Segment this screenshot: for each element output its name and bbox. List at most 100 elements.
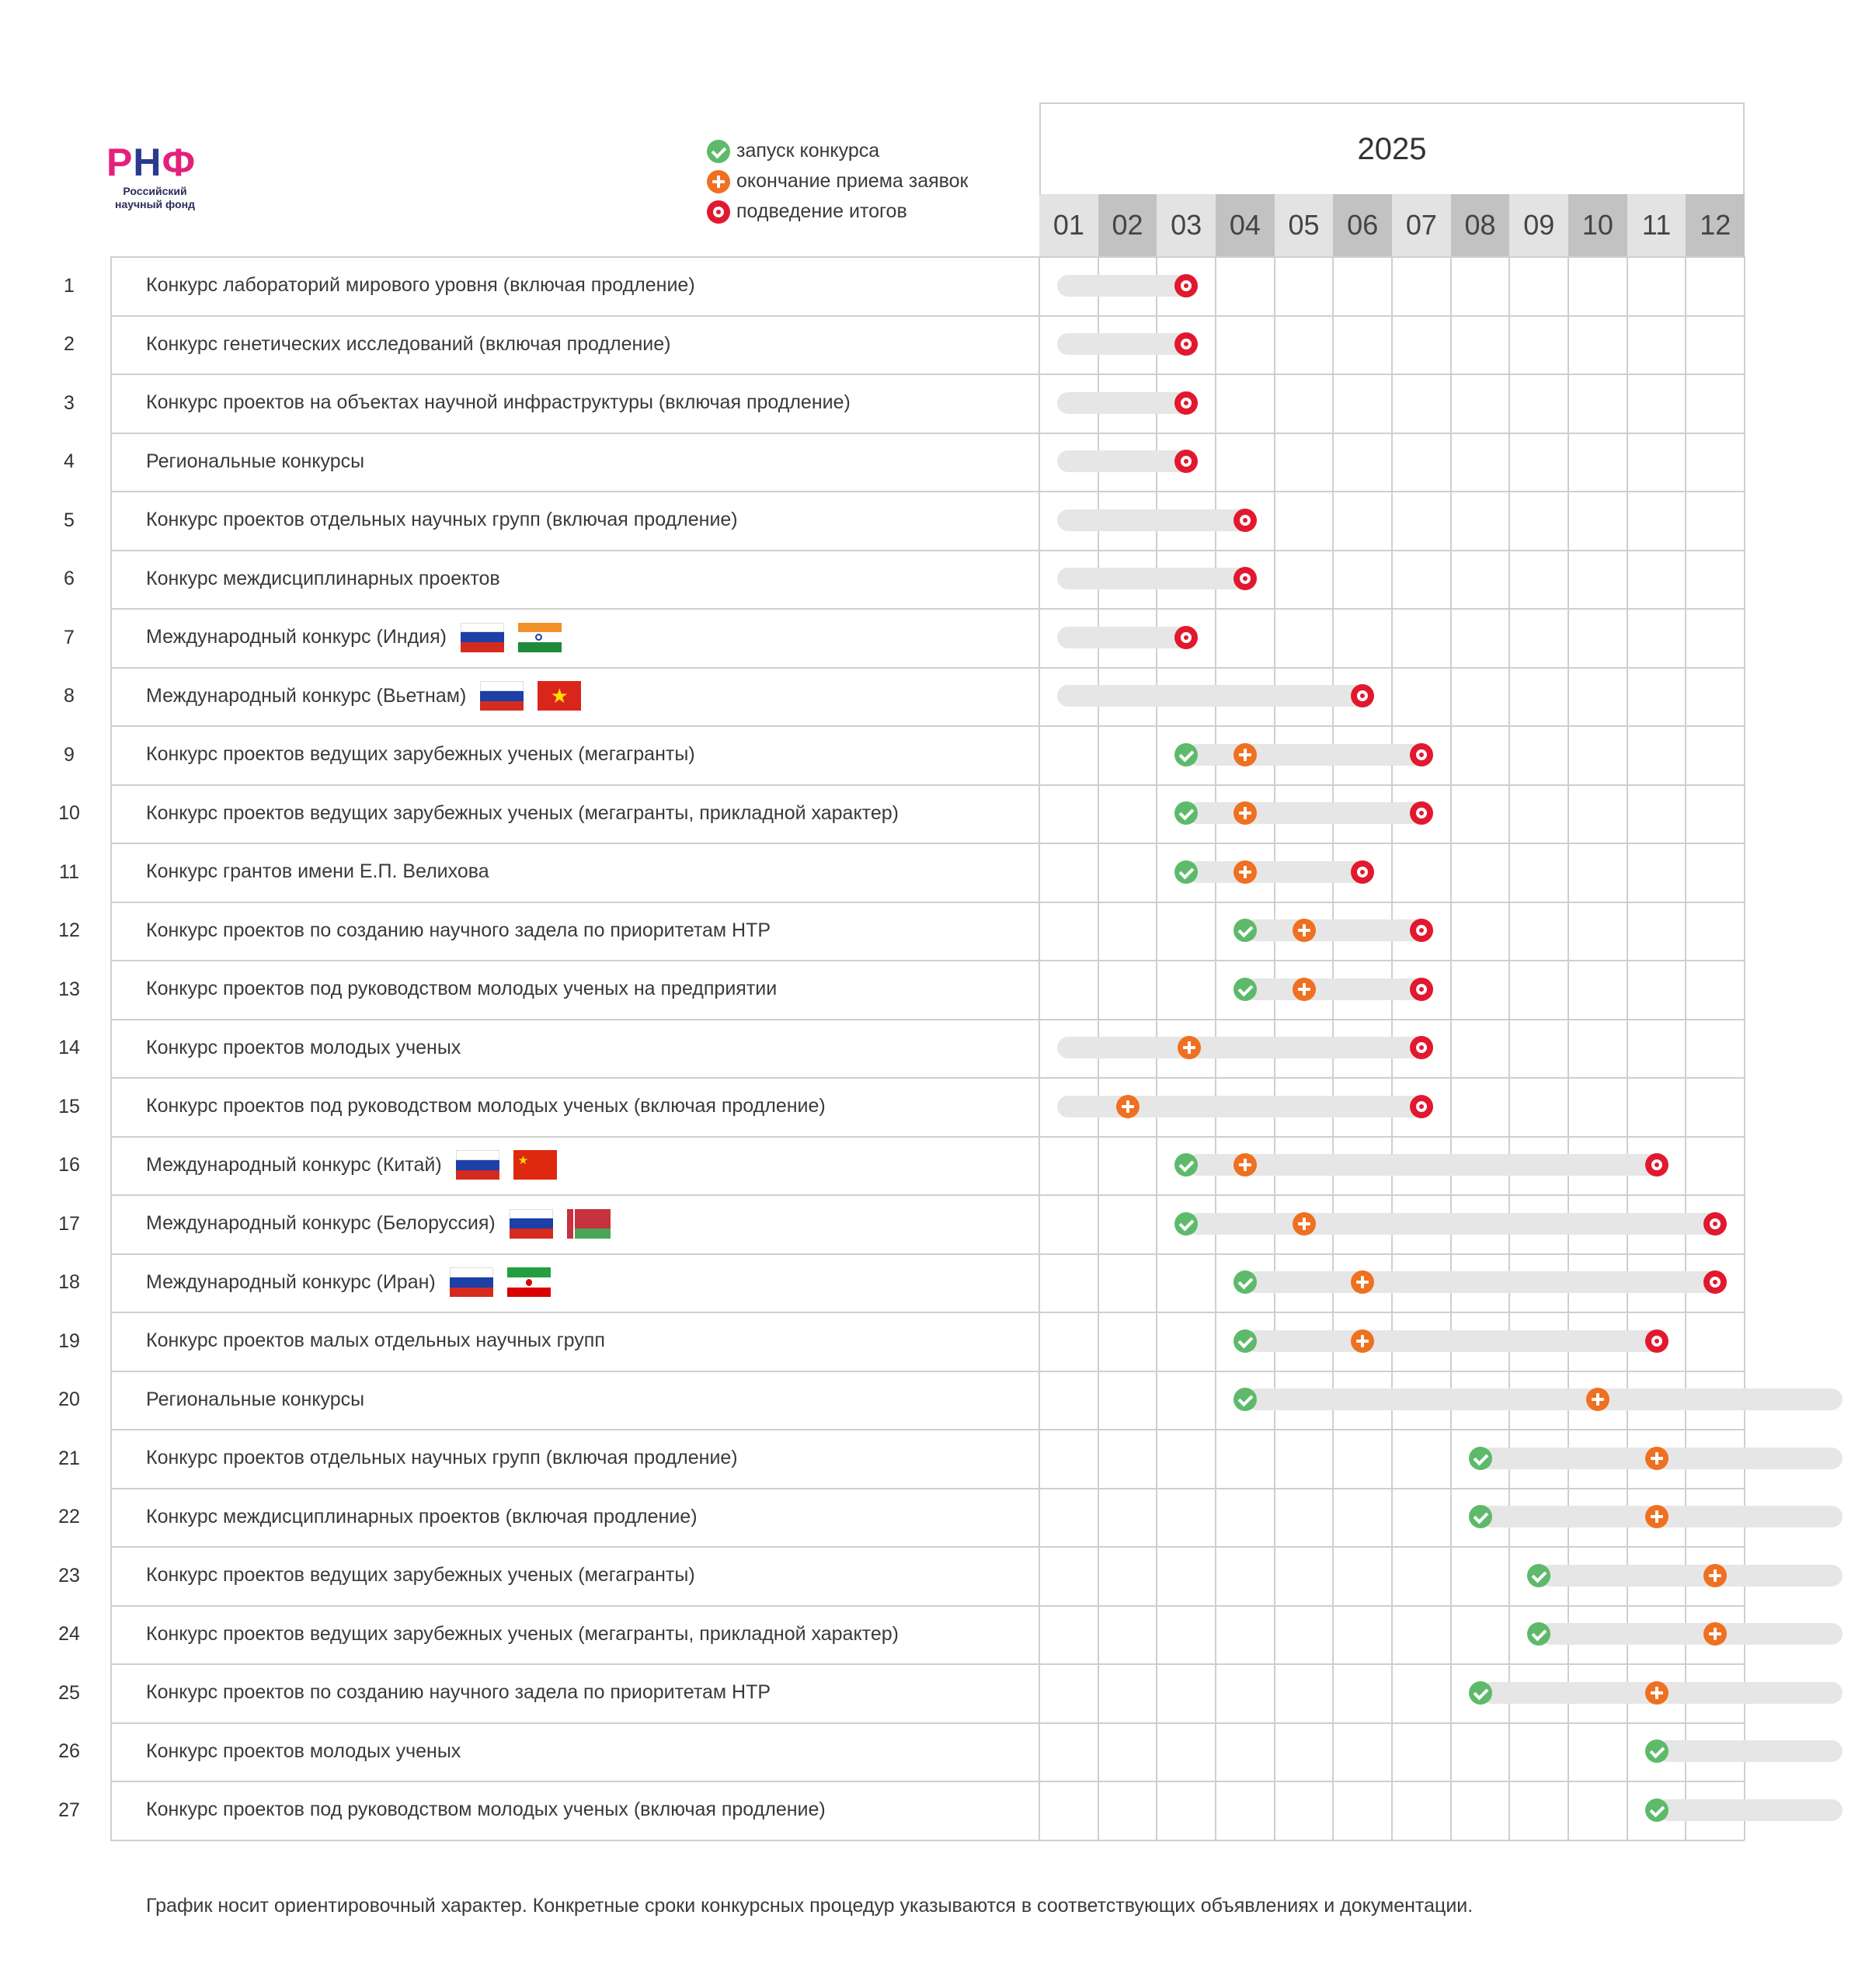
contest-name-cell: Конкурс проектов ведущих зарубежных учен… — [110, 1546, 1039, 1605]
row-number: 21 — [58, 1447, 80, 1469]
gantt-row: Международный конкурс (Китай) ★ — [110, 1135, 1745, 1194]
row-number: 19 — [58, 1329, 80, 1352]
deadline-marker-row-18 — [1351, 1270, 1375, 1295]
contest-name-cell: Конкурс проектов ведущих зарубежных учен… — [110, 784, 1039, 843]
timeline-bar-row-24 — [1539, 1623, 1842, 1646]
grid-hline — [110, 1312, 1745, 1313]
contest-name: Конкурс проектов по созданию научного за… — [146, 919, 771, 941]
contest-name-cell: Конкурс проектов под руководством молоды… — [110, 1077, 1039, 1136]
grid-hline — [110, 1018, 1745, 1020]
gantt-row: Конкурс проектов ведущих зарубежных учен… — [110, 1604, 1745, 1663]
row-number: 24 — [58, 1623, 80, 1646]
deadline-marker-row-20 — [1585, 1388, 1609, 1412]
result-marker-row-11 — [1351, 860, 1375, 884]
month-12: 12 — [1686, 194, 1745, 256]
contest-name-cell: Конкурс проектов по созданию научного за… — [110, 1663, 1039, 1722]
contest-name-cell: Конкурс лабораторий мирового уровня (вкл… — [110, 256, 1039, 315]
timeline-bar-row-16 — [1186, 1154, 1668, 1176]
contest-name: Конкурс проектов по созданию научного за… — [146, 1681, 771, 1704]
row-number: 20 — [58, 1388, 80, 1411]
legend-result-label: подведение итогов — [736, 200, 907, 222]
grid-hline — [110, 725, 1745, 727]
start-marker-row-26 — [1644, 1740, 1668, 1764]
row-number: 3 — [64, 391, 75, 414]
timeline-bar-row-27 — [1656, 1799, 1842, 1821]
start-marker-row-9 — [1174, 742, 1199, 766]
timeline-bar-row-11 — [1186, 860, 1374, 883]
deadline-marker-row-22 — [1644, 1505, 1668, 1529]
row-number: 1 — [64, 274, 75, 297]
gantt-row: Международный конкурс (Вьетнам) ★ — [110, 666, 1745, 725]
contest-name: Конкурс проектов отдельных научных групп… — [146, 1447, 738, 1469]
result-marker-row-9 — [1409, 742, 1433, 766]
gantt-row: Конкурс проектов на объектах научной инф… — [110, 374, 1745, 433]
deadline-marker-row-23 — [1703, 1563, 1728, 1587]
grid-hline — [110, 1487, 1745, 1489]
row-number: 25 — [58, 1681, 80, 1704]
legend-start: запуск конкурса — [707, 136, 968, 166]
gantt-row: Конкурс проектов под руководством молоды… — [110, 1781, 1745, 1840]
result-icon — [707, 200, 730, 224]
result-marker-row-13 — [1409, 977, 1433, 1001]
contest-name-cell: Региональные конкурсы — [110, 432, 1039, 491]
contest-name: Региональные конкурсы — [146, 1388, 365, 1410]
grid-hline — [110, 1722, 1745, 1724]
timeline-bar-row-7 — [1056, 626, 1198, 648]
contest-name: Конкурс проектов малых отдельных научных… — [146, 1329, 605, 1352]
row-number: 9 — [64, 743, 75, 766]
legend-deadline-label: окончание приема заявок — [736, 170, 969, 192]
gantt-row: Конкурс грантов имени Е.П. Велихова — [110, 843, 1745, 902]
grid-hline — [110, 843, 1745, 844]
contest-name-cell: Международный конкурс (Белоруссия) — [110, 1194, 1039, 1253]
deadline-marker-row-25 — [1644, 1680, 1668, 1705]
row-number: 17 — [58, 1212, 80, 1235]
row-number: 13 — [58, 978, 80, 1000]
logo-mark: РНФ — [106, 143, 215, 182]
timeline-bar-row-9 — [1186, 743, 1432, 766]
start-icon — [707, 139, 730, 163]
result-marker-row-19 — [1644, 1329, 1668, 1353]
result-marker-row-8 — [1351, 684, 1375, 708]
start-marker-row-20 — [1233, 1388, 1257, 1412]
result-marker-row-1 — [1174, 273, 1199, 297]
flag-vn-icon: ★ — [538, 681, 582, 711]
timeline-bar-row-13 — [1244, 978, 1432, 1000]
start-marker-row-17 — [1174, 1211, 1199, 1236]
gantt-row: Региональные конкурсы — [110, 432, 1745, 491]
contest-name: Международный конкурс (Иран) — [146, 1270, 436, 1293]
contest-name: Международный конкурс (Вьетнам) — [146, 684, 467, 707]
legend-deadline: окончание приема заявок — [707, 166, 968, 196]
flag-ru-icon — [449, 1267, 493, 1298]
timeline-bar-row-5 — [1056, 509, 1256, 531]
contest-name-cell: Конкурс проектов ведущих зарубежных учен… — [110, 725, 1039, 784]
flag-in-icon — [518, 622, 562, 652]
contest-name-cell: Конкурс проектов молодых ученых — [110, 1018, 1039, 1077]
gantt-row: Конкурс проектов молодых ученых — [110, 1722, 1745, 1781]
start-marker-row-25 — [1468, 1680, 1492, 1705]
legend-start-label: запуск конкурса — [736, 140, 880, 162]
row-number: 5 — [64, 509, 75, 531]
timeline-bar-row-18 — [1244, 1271, 1727, 1294]
row-number: 7 — [64, 626, 75, 648]
start-marker-row-24 — [1527, 1622, 1551, 1646]
grid-hline — [110, 1370, 1745, 1372]
timeline-bar-row-1 — [1056, 274, 1198, 297]
contest-name: Региональные конкурсы — [146, 450, 365, 472]
contest-name-cell: Конкурс междисциплинарных проектов — [110, 549, 1039, 608]
gantt-row: Конкурс проектов под руководством молоды… — [110, 960, 1745, 1019]
timeline-bar-row-26 — [1656, 1740, 1842, 1763]
timeline-bar-row-19 — [1244, 1329, 1668, 1352]
grid-hline — [110, 1077, 1745, 1079]
result-marker-row-2 — [1174, 332, 1199, 356]
contest-name: Международный конкурс (Китай) — [146, 1153, 442, 1176]
deadline-icon — [707, 169, 730, 193]
logo-subtitle-line1: Российский — [123, 185, 187, 197]
gantt-row: Международный конкурс (Белоруссия) — [110, 1194, 1745, 1253]
deadline-marker-row-11 — [1233, 860, 1257, 884]
result-marker-row-15 — [1409, 1094, 1433, 1118]
month-06: 06 — [1333, 194, 1393, 256]
month-05: 05 — [1274, 194, 1334, 256]
gantt-row: Конкурс проектов ведущих зарубежных учен… — [110, 1546, 1745, 1605]
contest-name: Конкурс проектов ведущих зарубежных учен… — [146, 801, 899, 824]
timeline-bar-row-2 — [1056, 333, 1198, 356]
